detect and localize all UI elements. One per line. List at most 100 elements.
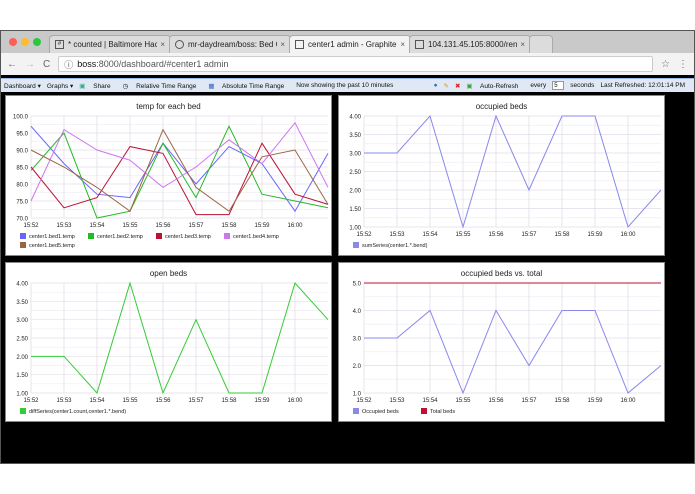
x-tick-label: 16:00 (620, 398, 636, 404)
x-tick-label: 15:57 (521, 232, 537, 238)
github-icon (175, 40, 184, 49)
series-line-3 (30, 121, 329, 202)
x-tick-label: 15:54 (422, 232, 438, 238)
chart-title: open beds (150, 269, 187, 278)
x-tick-label: 15:56 (488, 232, 504, 238)
graph-open-beds[interactable]: open beds 1.00 1.50 2.00 2.50 3.00 3.50 4.00 15:… (5, 262, 332, 422)
series-line-2 (30, 142, 329, 216)
y-tick-label: 70.0 (16, 217, 28, 223)
x-tick-label: 15:55 (122, 223, 138, 229)
tab-graphite[interactable]: center1 admin - Graphite Dash× (289, 35, 411, 53)
y-tick-label: 3.00 (349, 152, 361, 158)
chart-title: occupied beds vs. total (461, 269, 543, 278)
graph-temp-each-bed[interactable]: temp for each bed 70.0 75.0 80.0 85.0 90.0 95.… (5, 95, 332, 256)
reload-icon[interactable]: C (43, 58, 51, 70)
legend-label: Total beds (430, 409, 455, 415)
legend-label: center1.bed1.temp (29, 234, 75, 240)
legend-swatch (156, 233, 162, 239)
x-tick-label: 15:55 (455, 398, 471, 404)
x-tick-label: 15:54 (89, 398, 105, 404)
x-tick-label: 15:52 (23, 398, 39, 404)
legend-swatch (20, 233, 26, 239)
y-tick-label: 95.0 (16, 132, 28, 138)
every-label: every (530, 82, 547, 89)
last-refreshed: Last Refreshed: 12:01:14 PM (600, 82, 685, 89)
close-tab-icon[interactable]: × (520, 40, 525, 49)
tab-github[interactable]: mr-daydream/boss: Bed Occu× (169, 35, 291, 53)
back-icon[interactable]: ← (7, 58, 17, 70)
refresh-interval-input[interactable]: 5 (552, 81, 565, 90)
y-tick-label: 4.0 (353, 309, 362, 315)
legend-swatch (20, 242, 26, 248)
new-tab-button[interactable] (529, 35, 553, 53)
seconds-label: seconds (570, 82, 595, 89)
menu-icon[interactable]: ⋮ (678, 58, 688, 70)
close-tab-icon[interactable]: × (400, 40, 405, 49)
x-tick-label: 15:52 (356, 398, 372, 404)
calendar-icon: ▦ (208, 82, 215, 90)
x-tick-label: 15:55 (455, 232, 471, 238)
graph-occupied-beds[interactable]: occupied beds 1.00 1.50 2.00 2.50 3.00 3.50 4.0… (338, 95, 665, 256)
chart-svg: occupied beds 1.00 1.50 2.00 2.50 3.00 3.50 4.0… (349, 102, 662, 249)
auto-refresh-toggle[interactable]: ▣ Auto-Refresh (466, 82, 519, 90)
tab-render[interactable]: 104.131.45.105:8000/render× (409, 35, 531, 53)
edit-icon[interactable]: ✎ (443, 82, 449, 90)
page-icon (295, 40, 304, 49)
y-tick-label: 4.00 (349, 115, 361, 121)
minimize-window-button[interactable] (21, 38, 29, 46)
y-tick-label: 75.0 (16, 200, 28, 206)
close-tab-icon[interactable]: × (280, 40, 285, 49)
x-tick-label: 15:59 (587, 232, 603, 238)
relative-time-button[interactable]: ◷ Relative Time Range (122, 82, 197, 90)
y-tick-label: 4.00 (16, 282, 28, 288)
legend-label: center1.bed2.temp (97, 234, 143, 240)
delete-icon[interactable]: ✖ (454, 82, 461, 90)
dashboard-menu[interactable]: Dashboard ▾ (4, 82, 41, 90)
legend-label: sumSeries(center1.*.bend) (362, 243, 428, 249)
x-tick-label: 15:57 (188, 398, 204, 404)
x-tick-label: 15:53 (389, 398, 405, 404)
y-tick-label: 1.00 (349, 226, 361, 232)
info-icon[interactable]: ● (433, 82, 438, 89)
graphs-menu[interactable]: Graphs ▾ (46, 82, 74, 90)
page-icon (415, 40, 424, 49)
chart-svg: temp for each bed 70.0 75.0 80.0 85.0 90.0 95.… (13, 102, 329, 249)
legend-swatch (353, 408, 359, 414)
y-tick-label: 1.50 (16, 373, 28, 379)
time-range-status: Now showing the past 10 minutes (296, 82, 394, 89)
y-tick-label: 3.50 (16, 300, 28, 306)
y-tick-label: 90.0 (16, 149, 28, 155)
series-line-0 (30, 125, 329, 213)
x-tick-label: 15:58 (554, 398, 570, 404)
forward-icon[interactable]: → (25, 58, 35, 70)
clock-icon: ◷ (122, 82, 129, 90)
y-tick-label: 100.0 (13, 115, 29, 121)
y-tick-label: 80.0 (16, 183, 28, 189)
legend-swatch (421, 408, 427, 414)
maximize-window-button[interactable] (33, 38, 41, 46)
close-window-button[interactable] (9, 38, 17, 46)
legend-label: center1.bed3.temp (165, 234, 211, 240)
tab-slack[interactable]: #* counted | Baltimore Hackath× (49, 35, 171, 53)
share-button[interactable]: ▣ Share (79, 82, 111, 90)
absolute-time-button[interactable]: ▦ Absolute Time Range (208, 82, 285, 90)
close-tab-icon[interactable]: × (160, 40, 165, 49)
y-tick-label: 85.0 (16, 166, 28, 172)
y-tick-label: 1.50 (349, 207, 361, 213)
legend-swatch (353, 242, 359, 248)
url-input[interactable]: ⓘ boss:8000/dashboard/#center1 admin (58, 56, 654, 72)
x-tick-label: 15:58 (221, 398, 237, 404)
legend-swatch (224, 233, 230, 239)
x-tick-label: 16:00 (620, 232, 636, 238)
y-tick-label: 1.0 (353, 392, 362, 398)
chart-svg: occupied beds vs. total 1.0 2.0 3.0 4.0 5.0 15… (353, 269, 662, 415)
legend-label: diffSeries(center1.count,center1.*.bend) (29, 409, 126, 415)
bookmark-star-icon[interactable]: ☆ (661, 58, 670, 70)
legend-label: center1.bed5.temp (29, 243, 75, 249)
info-icon: ⓘ (64, 59, 74, 70)
y-tick-label: 3.00 (16, 318, 28, 324)
x-tick-label: 16:00 (287, 398, 303, 404)
graph-occupied-vs-total[interactable]: occupied beds vs. total 1.0 2.0 3.0 4.0 5.0 15… (338, 262, 665, 422)
legend-swatch (20, 408, 26, 414)
x-tick-label: 15:57 (521, 398, 537, 404)
